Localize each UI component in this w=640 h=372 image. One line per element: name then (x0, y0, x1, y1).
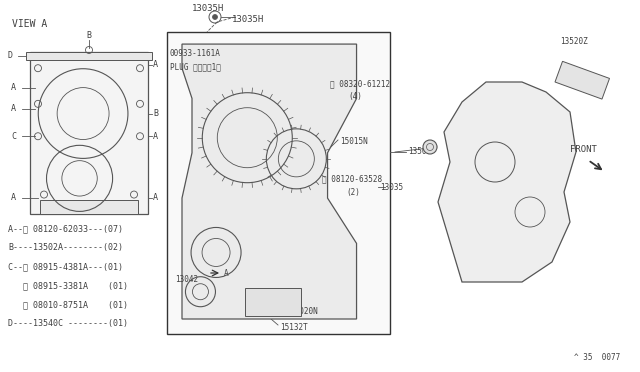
Text: 13502F: 13502F (408, 148, 436, 157)
Text: PLUG プラグ（1）: PLUG プラグ（1） (170, 62, 221, 71)
Text: 00933-1161A: 00933-1161A (170, 49, 221, 58)
Text: Ⓦ 08915-3381A    (01): Ⓦ 08915-3381A (01) (8, 281, 128, 290)
Text: A: A (153, 61, 158, 70)
Bar (40, 200, 138, 214)
Text: D: D (7, 51, 12, 61)
Polygon shape (182, 44, 356, 319)
Text: Ⓑ 08010-8751A    (01): Ⓑ 08010-8751A (01) (8, 300, 128, 309)
Bar (26, 52, 152, 60)
Text: 15132T: 15132T (280, 323, 308, 331)
Bar (245, 288, 301, 316)
Circle shape (423, 140, 437, 154)
Text: D----13540C --------(01): D----13540C --------(01) (8, 319, 128, 328)
Text: A: A (11, 193, 16, 202)
Text: 13042: 13042 (175, 276, 198, 285)
Circle shape (212, 15, 218, 19)
Text: VIEW A: VIEW A (12, 19, 47, 29)
Text: FRONT: FRONT (570, 145, 597, 154)
Text: 13035H: 13035H (192, 4, 224, 13)
Polygon shape (438, 82, 576, 282)
Bar (167, 32, 390, 334)
Text: Ⓢ 08320-61212: Ⓢ 08320-61212 (330, 80, 390, 89)
Text: A: A (11, 83, 16, 92)
Text: 15015N: 15015N (340, 138, 368, 147)
Text: B: B (86, 32, 92, 41)
Bar (555, 61, 609, 99)
Text: A: A (153, 132, 158, 141)
Text: A: A (11, 104, 16, 113)
Text: 15020N: 15020N (290, 308, 317, 317)
Text: 13520Z: 13520Z (560, 38, 588, 46)
Text: ^ 35  0077: ^ 35 0077 (573, 353, 620, 362)
Text: 13035H: 13035H (232, 15, 264, 23)
Bar (30, 52, 148, 214)
Text: C: C (11, 132, 16, 141)
Text: A: A (153, 193, 158, 202)
Text: A--Ⓑ 08120-62033---(07): A--Ⓑ 08120-62033---(07) (8, 224, 123, 233)
Text: Ⓑ 08120-63528: Ⓑ 08120-63528 (322, 174, 382, 183)
Text: 13035: 13035 (380, 183, 403, 192)
Text: (4): (4) (348, 93, 362, 102)
Text: (2): (2) (346, 187, 360, 196)
Text: B: B (153, 109, 158, 118)
Text: C--Ⓦ 08915-4381A---(01): C--Ⓦ 08915-4381A---(01) (8, 262, 123, 271)
Text: B----13502A--------(02): B----13502A--------(02) (8, 243, 123, 252)
Text: A: A (224, 269, 228, 278)
